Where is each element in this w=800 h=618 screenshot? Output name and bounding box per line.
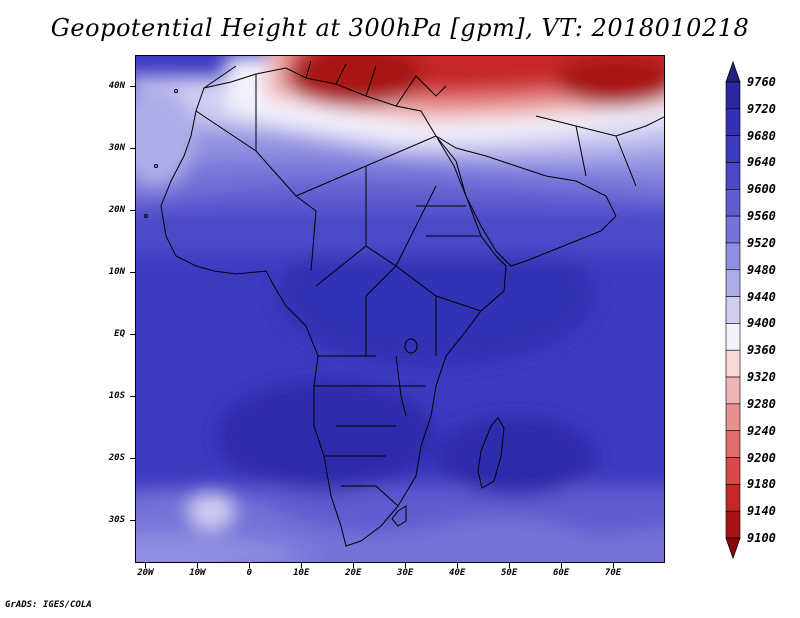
colorbar-level-label: 9100 xyxy=(747,531,776,545)
colorbar-segment xyxy=(725,188,741,217)
lon-tick-mark xyxy=(613,563,615,568)
colorbar-level-label: 9240 xyxy=(747,423,776,438)
lat-tick-label: 40N xyxy=(108,80,125,91)
colorbar-level-label: 9760 xyxy=(747,75,776,89)
colorbar-segment xyxy=(725,376,741,405)
colorbar-segment xyxy=(725,108,741,136)
lat-tick-label: 30S xyxy=(108,514,125,525)
colorbar-segment xyxy=(725,323,741,351)
colorbar-segment xyxy=(725,510,741,539)
lat-tick-mark xyxy=(130,333,135,335)
colorbar-overflow-bottom xyxy=(725,537,741,560)
lat-tick-mark xyxy=(130,147,135,149)
lon-tick-label: 40E xyxy=(449,568,466,578)
colorbar-level-label: 9320 xyxy=(747,370,776,385)
colorbar-segment xyxy=(725,484,741,512)
colorbar-level-label: 9640 xyxy=(747,155,776,170)
colorbar-segment xyxy=(725,430,741,458)
colorbar-level-label: 9400 xyxy=(747,316,776,331)
lon-tick-mark xyxy=(197,563,199,568)
colorbar-segment xyxy=(725,403,741,432)
lon-tick-label: 50E xyxy=(500,568,518,578)
colorbar-level-label: 9720 xyxy=(747,101,776,116)
lat-tick-mark xyxy=(130,457,135,459)
lon-tick-label: 10W xyxy=(189,568,206,578)
colorbar-level-label: 9200 xyxy=(747,450,776,465)
colorbar-level-label: 9360 xyxy=(747,343,776,358)
lat-tick-label: 10N xyxy=(108,266,125,277)
colorbar-segment xyxy=(725,269,741,297)
lat-tick-label: 10S xyxy=(108,390,125,401)
lat-tick-mark xyxy=(130,395,135,397)
lon-tick-label: 0 xyxy=(246,568,253,578)
map-plot-area xyxy=(135,55,665,563)
map-canvas xyxy=(136,56,664,562)
lon-tick-mark xyxy=(405,563,407,568)
lon-tick-mark xyxy=(249,563,251,568)
colorbar-level-label: 9280 xyxy=(747,396,776,411)
colorbar-segment xyxy=(725,215,741,244)
lat-tick-mark xyxy=(130,85,135,87)
lat-tick-label: 20N xyxy=(108,204,125,215)
colorbar-level-label: 9560 xyxy=(747,209,776,224)
lon-tick-mark xyxy=(509,563,511,568)
lat-tick-label: 30N xyxy=(108,142,125,153)
lon-tick-label: 20W xyxy=(137,568,154,578)
lon-tick-label: 60E xyxy=(552,568,570,578)
colorbar xyxy=(725,60,741,560)
chart-title: Geopotential Height at 300hPa [gpm], VT:… xyxy=(50,14,750,42)
colorbar-segment xyxy=(725,81,741,110)
colorbar-level-label: 9140 xyxy=(747,504,776,519)
colorbar-segment xyxy=(725,242,741,271)
lon-tick-label: 30E xyxy=(397,568,414,578)
lat-tick-mark xyxy=(130,209,135,211)
colorbar-segment xyxy=(725,457,741,485)
footer-credit: GrADS: IGES/COLA xyxy=(5,600,92,610)
lat-tick-label: 20S xyxy=(108,452,125,463)
lon-tick-label: 10E xyxy=(293,568,310,578)
lat-tick-mark xyxy=(130,519,135,521)
colorbar-overflow-top xyxy=(725,60,741,83)
lat-tick-mark xyxy=(130,271,135,273)
colorbar-segment xyxy=(725,349,741,378)
colorbar-level-label: 9440 xyxy=(747,289,776,304)
lon-tick-mark xyxy=(301,563,303,568)
colorbar-segment xyxy=(725,162,741,190)
lon-tick-label: 70E xyxy=(604,568,622,578)
lat-tick-label: EQ xyxy=(114,328,125,339)
lon-tick-mark xyxy=(145,563,147,568)
coastlines-borders xyxy=(144,60,664,547)
lon-tick-label: 20E xyxy=(345,568,362,578)
colorbar-segment xyxy=(725,135,741,163)
colorbar-level-label: 9600 xyxy=(747,182,776,197)
colorbar-level-label: 9680 xyxy=(747,128,776,143)
lon-tick-mark xyxy=(353,563,355,568)
colorbar-level-label: 9180 xyxy=(747,477,776,492)
colorbar-level-label: 9480 xyxy=(747,262,776,277)
lon-tick-mark xyxy=(457,563,459,568)
lon-tick-mark xyxy=(561,563,563,568)
colorbar-level-label: 9520 xyxy=(747,235,776,250)
colorbar-segment xyxy=(725,296,741,324)
